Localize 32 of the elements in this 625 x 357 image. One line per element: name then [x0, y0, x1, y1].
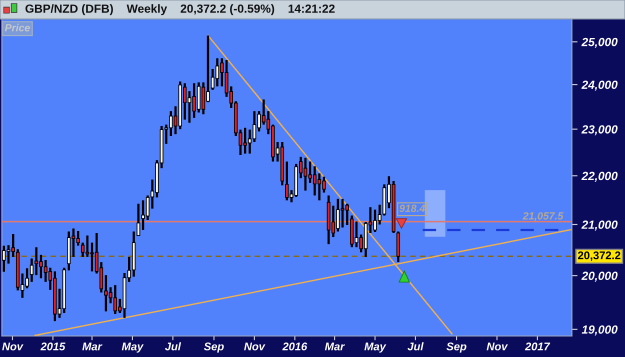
y-tick-label: 22,000 — [581, 172, 618, 182]
y-tick-label: 20,000 — [581, 272, 618, 282]
x-tick-label: Jul — [408, 342, 424, 350]
x-tick-label: Mar — [324, 342, 345, 350]
x-tick-label: 2015 — [40, 342, 66, 350]
candlestick — [80, 242, 85, 258]
x-tick-label: May — [364, 342, 386, 353]
ref-line-label: 20,372.2 — [578, 251, 620, 261]
candlestick — [113, 284, 118, 316]
x-tick-label: Nov — [244, 342, 266, 350]
x-tick-label: Nov — [2, 342, 24, 350]
candlestick — [331, 204, 336, 238]
x-tick-label: Sep — [204, 342, 224, 353]
y-tick-label: 21,000 — [581, 220, 618, 231]
y-tick-label: 25,000 — [581, 38, 618, 48]
x-tick-label: May — [122, 342, 144, 353]
x-tick-label: Sep — [446, 342, 466, 353]
x-tick-label: 2017 — [524, 342, 550, 350]
chart-title: GBP/NZD (DFB) Weekly 20,372.2 (-0.59%) 14:21:22 — [25, 4, 335, 16]
y-tick-label: 19,000 — [582, 325, 618, 336]
x-tick-label: Nov — [486, 342, 508, 350]
x-tick-label: 2016 — [282, 342, 308, 350]
annotation: Price — [4, 24, 30, 32]
y-tick-label: 24,000 — [581, 80, 618, 91]
candlestick — [215, 57, 220, 88]
ref-line-label: 21,057.5 — [522, 212, 564, 222]
y-tick-label: 23,000 — [581, 125, 618, 136]
annotation: 918.4 — [399, 204, 426, 212]
x-tick-label: Mar — [82, 342, 102, 350]
x-tick-label: Jul — [164, 342, 182, 350]
candlestick — [196, 81, 201, 114]
candlestick — [312, 165, 317, 197]
